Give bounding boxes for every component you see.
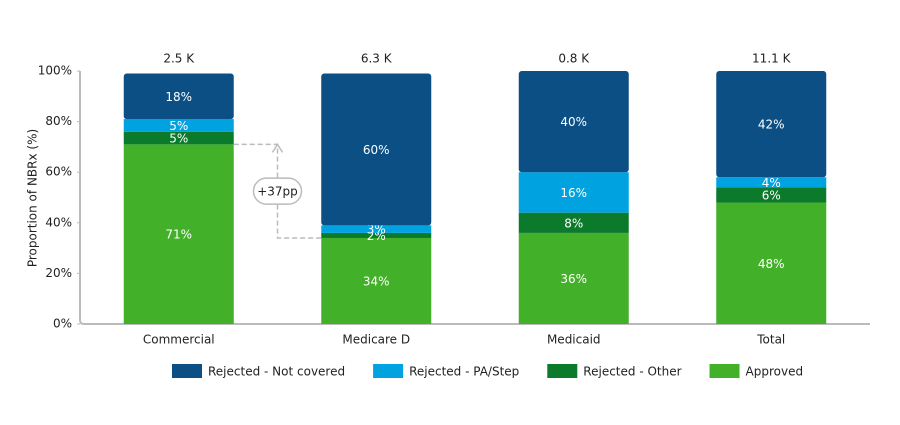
bar-segment [321,232,432,238]
legend-label: Rejected - Other [583,365,681,379]
data-label: 5% [169,132,188,146]
y-tick-label: 0% [53,317,72,331]
bar-segment [716,187,827,203]
bar-segment [518,232,629,324]
axis-line [79,71,870,325]
legend-swatch [709,364,740,378]
data-label: 4% [762,176,781,190]
bar-total: 0.8 K [558,52,590,66]
data-label: 36% [560,272,587,286]
bar-segment [321,73,432,226]
data-label: 48% [758,257,785,271]
x-tick-label: Medicare D [342,333,410,347]
bar-segment [123,144,234,324]
y-tick-label: 40% [45,215,72,229]
data-label: 16% [560,186,587,200]
data-label: 8% [564,216,583,230]
legend-label: Rejected - PA/Step [409,365,519,379]
data-label: 5% [169,119,188,133]
x-tick-label: Total [756,333,785,347]
y-tick-label: 60% [45,165,72,179]
legend-swatch [172,364,202,378]
y-tick-label: 100% [38,64,72,78]
y-tick-label: 20% [45,266,72,280]
data-label: 3% [367,223,386,237]
bar-segment [123,119,234,132]
data-label: 18% [165,90,192,104]
bar-segment [518,212,629,233]
bar-segment [321,237,432,324]
legend-label: Approved [746,365,804,379]
bar-segment [518,71,629,173]
y-axis-label: Proportion of NBRx (%) [26,129,40,267]
data-label: 40% [560,115,587,129]
data-label: 34% [363,274,390,288]
data-label: 42% [758,118,785,132]
arrow-head [271,142,284,153]
bar-total: 11.1 K [752,52,792,66]
x-tick-label: Medicaid [547,333,601,347]
legend-swatch [373,364,404,378]
bar-segment [716,202,827,324]
bar-segment [716,177,827,188]
bar-segment [123,73,234,120]
annotation-box [252,177,303,205]
bar-total: 2.5 K [163,52,195,66]
annotation: +37pp [257,185,298,199]
legend-swatch [547,364,578,378]
bar-total: 6.3 K [361,52,393,66]
bar-segment [321,225,432,233]
bar-segment [123,131,234,145]
data-label: 6% [762,188,781,202]
data-label: 71% [165,228,192,242]
x-tick-label: Commercial [143,333,215,347]
bar-segment [716,71,827,178]
y-tick-label: 80% [45,114,72,128]
legend-label: Rejected - Not covered [208,365,345,379]
bar-segment [518,172,629,213]
data-label: 60% [363,143,390,157]
